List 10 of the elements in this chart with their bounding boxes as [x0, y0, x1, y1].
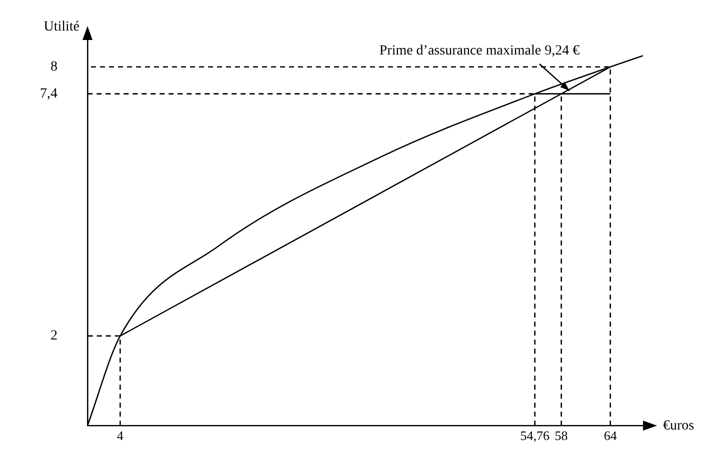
annotation: Prime d’assurance maximale 9,24 €: [379, 44, 580, 59]
x-tick-label: 4: [116, 428, 124, 443]
x-tick-label: 64: [604, 428, 618, 443]
y-tick-label: 7,4: [40, 86, 58, 102]
y-axis-title: Utilité: [44, 20, 80, 35]
x-axis-title: €uros: [663, 418, 694, 434]
x-tick-label: 58: [554, 428, 568, 443]
y-tick-label: 2: [50, 328, 58, 344]
y-tick-label: 8: [50, 60, 58, 75]
x-tick-label: 54,76: [520, 428, 550, 443]
